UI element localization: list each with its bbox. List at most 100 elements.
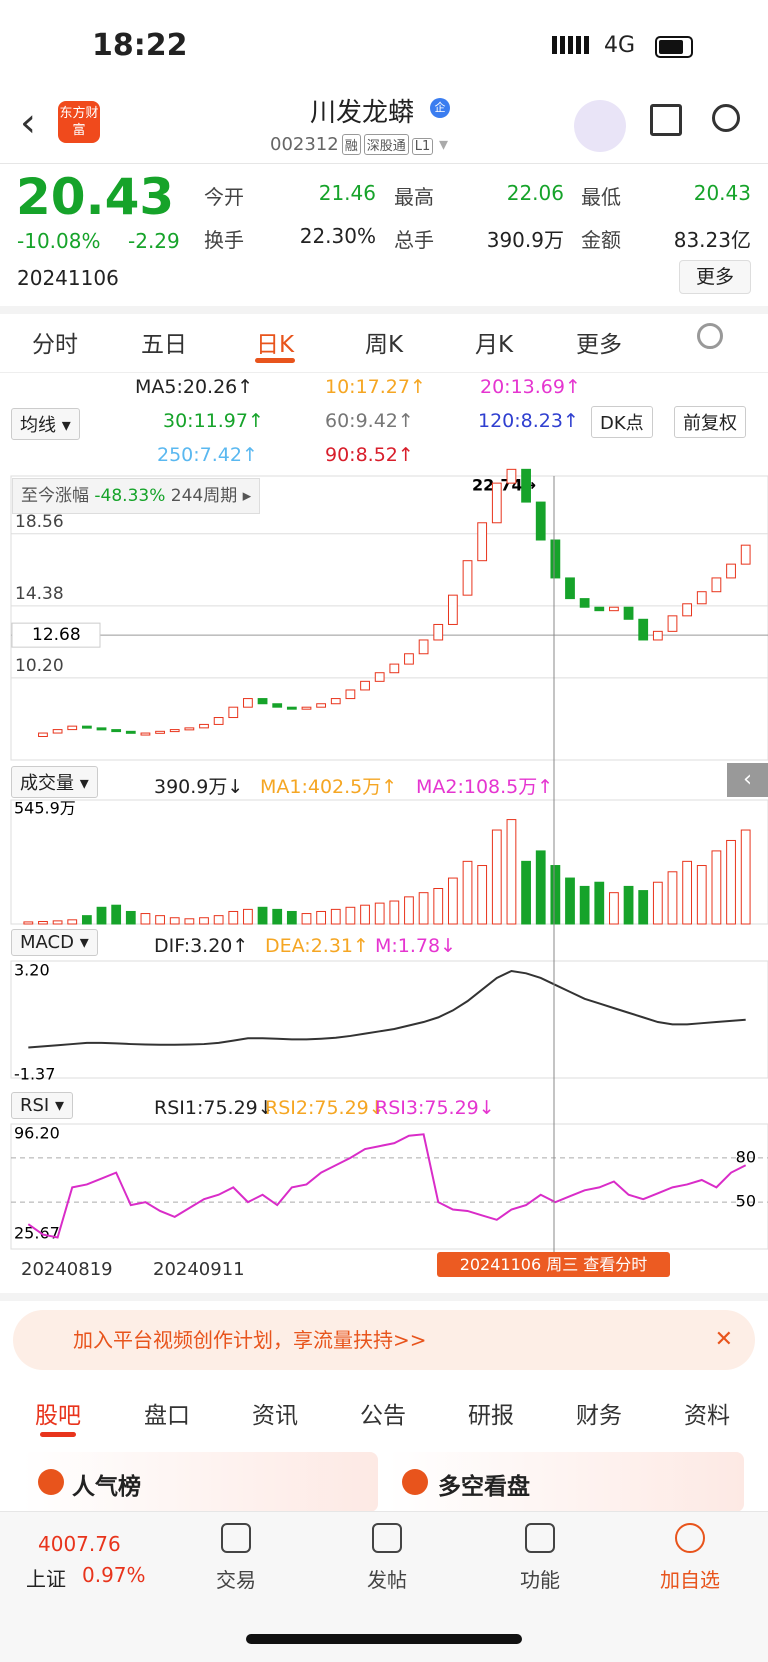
volume-bar bbox=[535, 850, 546, 925]
candle bbox=[579, 598, 590, 608]
period: 244周期 bbox=[170, 486, 238, 506]
tab[interactable]: 更多 bbox=[576, 332, 622, 358]
tab[interactable]: 五日 bbox=[141, 332, 187, 358]
candle bbox=[696, 591, 707, 605]
more-button[interactable]: 更多 bbox=[679, 260, 751, 294]
ma-label: 60:9.42↑ bbox=[325, 410, 414, 432]
tag: 深股通 bbox=[363, 134, 409, 155]
candle bbox=[418, 639, 429, 655]
candle bbox=[330, 698, 341, 705]
nav-item[interactable]: 功能 bbox=[520, 1568, 560, 1592]
bottom-tab[interactable]: 财务 bbox=[576, 1403, 622, 1429]
candle bbox=[638, 618, 649, 641]
selector-label: RSI bbox=[20, 1095, 50, 1116]
app-logo[interactable]: 东方财富 bbox=[58, 101, 100, 143]
nav-item[interactable]: 发帖 bbox=[367, 1568, 407, 1592]
rsi-selector[interactable]: RSI ▾ bbox=[11, 1092, 74, 1119]
nav-icon bbox=[221, 1523, 251, 1553]
candle bbox=[286, 706, 297, 710]
card[interactable] bbox=[388, 1452, 744, 1512]
back-button[interactable]: ‹ bbox=[20, 100, 36, 146]
candle bbox=[155, 730, 165, 734]
candle bbox=[272, 703, 283, 708]
card-title: 多空看盘 bbox=[438, 1474, 530, 1500]
dk-button[interactable]: DK点 bbox=[591, 406, 653, 438]
volume-bar bbox=[155, 915, 165, 925]
tab[interactable]: 月K bbox=[474, 332, 514, 358]
field-value: 83.23亿 bbox=[673, 228, 751, 252]
volume-bar bbox=[623, 885, 634, 925]
macd-selector[interactable]: MACD ▾ bbox=[11, 929, 98, 956]
candle bbox=[111, 729, 122, 733]
ma-label: 120:8.23↑ bbox=[478, 410, 579, 432]
bottom-tab[interactable]: 盘口 bbox=[144, 1403, 190, 1429]
field-label: 金额 bbox=[581, 228, 621, 252]
bottom-tab[interactable]: 资讯 bbox=[252, 1403, 298, 1429]
stock-code: 002312 bbox=[270, 134, 339, 155]
nav-item[interactable]: 加自选 bbox=[660, 1568, 720, 1592]
candle bbox=[81, 725, 92, 729]
bottom-tab[interactable]: 资料 bbox=[684, 1403, 730, 1429]
bottom-tab[interactable]: 研报 bbox=[468, 1403, 514, 1429]
volume-bar bbox=[96, 906, 107, 925]
settings-icon[interactable] bbox=[697, 323, 723, 349]
volume-bar bbox=[330, 908, 341, 925]
volume-selector[interactable]: 成交量 ▾ bbox=[11, 766, 98, 798]
signal-icon bbox=[552, 36, 592, 54]
volume-bar bbox=[286, 910, 297, 925]
card[interactable] bbox=[22, 1452, 378, 1512]
candle bbox=[594, 606, 605, 612]
ref-label: 12.68 bbox=[32, 625, 81, 645]
volume-bar bbox=[52, 920, 63, 925]
index-value[interactable]: 4007.76 bbox=[38, 1532, 121, 1556]
change-pct: -10.08% bbox=[17, 229, 101, 253]
rsi-label: RSI1:75.29↓ bbox=[154, 1097, 274, 1119]
volume-bar bbox=[565, 877, 575, 925]
field-value: 22.30% bbox=[299, 224, 376, 248]
candle bbox=[228, 706, 239, 719]
banner[interactable]: 加入平台视频创作计划，享流量扶持>> ✕ bbox=[13, 1310, 755, 1370]
collapse-button[interactable]: ‹ bbox=[727, 763, 768, 797]
quote-date: 20241106 bbox=[17, 266, 119, 290]
macd-label: DEA:2.31↑ bbox=[265, 935, 369, 957]
volume-bar bbox=[491, 829, 502, 925]
field-value: 21.46 bbox=[318, 181, 376, 205]
tab[interactable]: 周K bbox=[364, 332, 404, 358]
volume-label: MA2:108.5万↑ bbox=[416, 776, 554, 798]
candle bbox=[184, 727, 195, 731]
tab[interactable]: 分时 bbox=[32, 332, 78, 358]
volume-bar bbox=[652, 881, 663, 925]
panel-frame bbox=[10, 960, 768, 1079]
volume-bar bbox=[711, 850, 722, 925]
adjust-button[interactable]: 前复权 bbox=[674, 406, 746, 438]
volume-label: MA1:402.5万↑ bbox=[260, 776, 398, 798]
volume-bar bbox=[462, 860, 473, 925]
y-tick-label: 18.56 bbox=[15, 512, 64, 532]
candle bbox=[667, 615, 678, 632]
tab-underline bbox=[255, 358, 295, 363]
candle bbox=[447, 594, 458, 625]
ma-selector[interactable]: 均线 ▾ bbox=[11, 408, 80, 440]
ma-label: 10:17.27↑ bbox=[325, 376, 426, 398]
tooltip[interactable]: 20241106 周三 查看分时 bbox=[437, 1252, 670, 1277]
banner-text: 加入平台视频创作计划，享流量扶持>> bbox=[73, 1328, 427, 1352]
nav-item[interactable]: 交易 bbox=[216, 1568, 256, 1592]
volume-bar bbox=[477, 865, 488, 925]
bottom-tab[interactable]: 股吧 bbox=[35, 1403, 81, 1429]
share-icon[interactable] bbox=[650, 104, 682, 136]
tab[interactable]: 日K bbox=[255, 332, 295, 358]
bottom-tab[interactable]: 公告 bbox=[360, 1403, 406, 1429]
volume-bar bbox=[433, 887, 444, 925]
search-icon[interactable] bbox=[712, 104, 740, 132]
change: -2.29 bbox=[128, 229, 180, 253]
candle bbox=[521, 468, 531, 503]
volume-bar bbox=[316, 910, 327, 925]
candle bbox=[316, 703, 327, 708]
robot-icon[interactable] bbox=[574, 100, 626, 152]
status-time: 18:22 bbox=[92, 28, 188, 63]
nav-icon bbox=[372, 1523, 402, 1553]
divider bbox=[0, 372, 768, 373]
ma-label: MA5:20.26↑ bbox=[135, 376, 254, 398]
volume-label: 390.9万↓ bbox=[154, 776, 244, 798]
ma-label: 90:8.52↑ bbox=[325, 444, 414, 466]
